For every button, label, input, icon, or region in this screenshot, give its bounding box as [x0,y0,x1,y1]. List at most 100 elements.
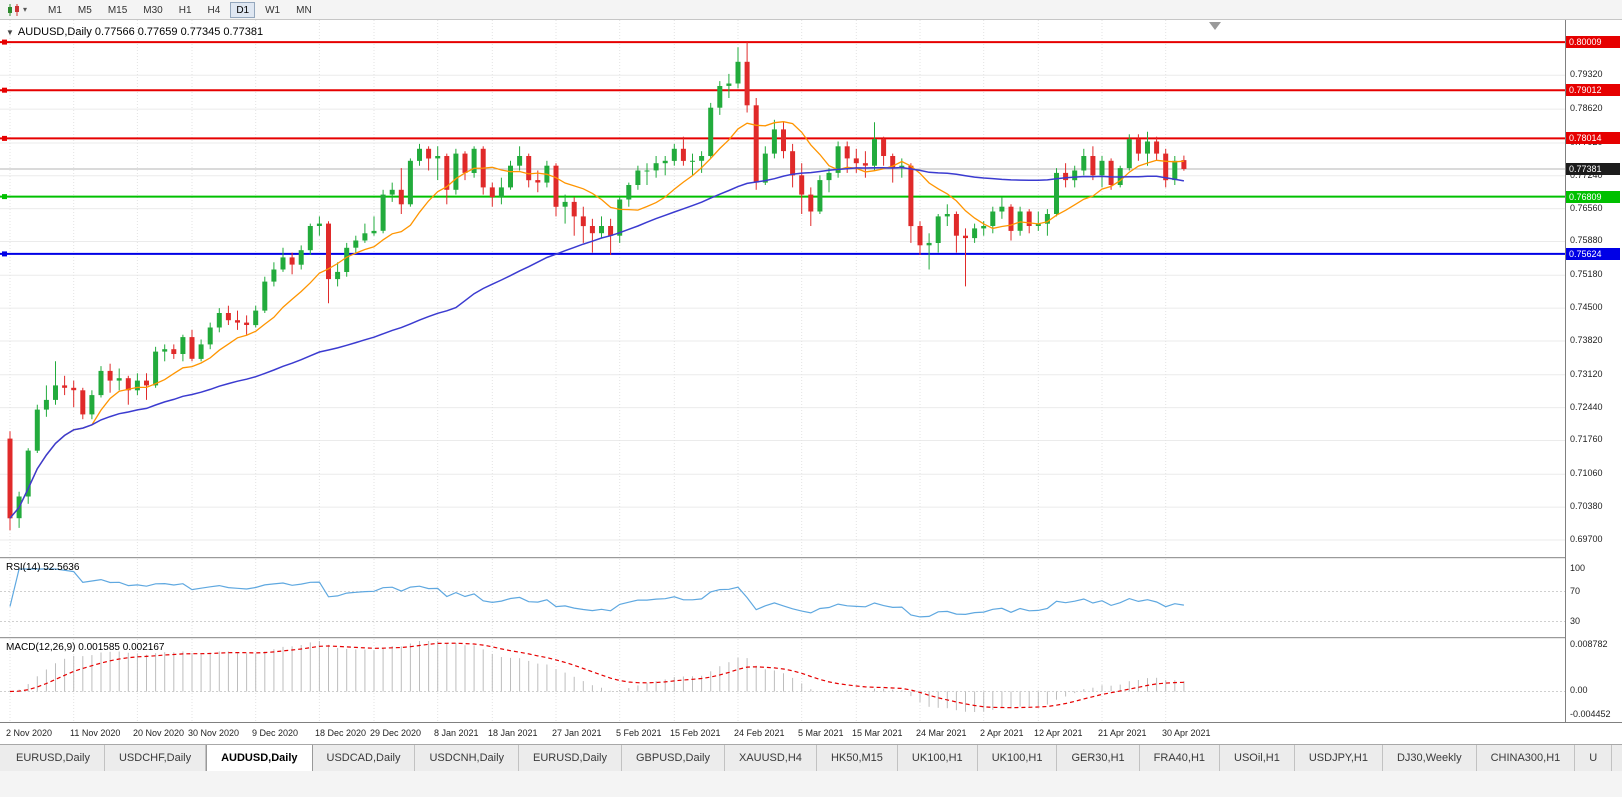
chart-tab-hk50-m15[interactable]: HK50,M15 [817,745,898,771]
date-axis-label: 12 Apr 2021 [1034,728,1083,738]
date-axis-label: 24 Mar 2021 [916,728,967,738]
date-axis-label: 5 Mar 2021 [798,728,844,738]
ma-slow-line [9,166,1185,519]
date-axis-label: 18 Dec 2020 [315,728,367,738]
price-axis-label: 0.69700 [1570,534,1603,544]
chart-tab-eurusd-daily[interactable]: EURUSD,Daily [519,745,622,771]
chart-tabs-bar: EURUSD,Daily USDCHF,Daily AUDUSD,Daily USDC… [0,744,1622,771]
macd-axis-label: -0.004452 [1570,709,1611,719]
level-price-badge: 0.75624 [1566,248,1620,260]
chart-tab-u[interactable]: U [1575,745,1613,771]
chart-tab-usdchf-daily[interactable]: USDCHF,Daily [105,745,207,771]
macd-axis-label: 0.008782 [1570,639,1608,649]
date-axis-label: 15 Feb 2021 [670,728,721,738]
rsi-axis-label: 100 [1570,563,1586,573]
rsi-label: RSI(14) 52.5636 [6,562,80,573]
date-axis-label: 20 Nov 2020 [133,728,185,738]
main-grid-layer [0,20,1565,557]
rsi-axis-label: 70 [1570,586,1581,596]
timeframe-button-h1[interactable]: H1 [178,4,192,16]
price-axis-label: 0.78620 [1570,103,1603,113]
timeframe-button-m15[interactable]: M15 [107,4,128,16]
chart-shift-marker[interactable] [1209,22,1221,30]
macd-chart[interactable] [0,639,1565,722]
price-axis-label: 0.71760 [1570,434,1603,444]
price-axis-label: 0.76560 [1570,203,1603,213]
macd-signal-line [9,642,1184,709]
date-axis-label: 24 Feb 2021 [734,728,785,738]
timeframe-button-m30[interactable]: M30 [143,4,163,16]
price-axis-label: 0.75880 [1570,235,1603,245]
date-axis-label: 11 Nov 2020 [70,728,121,738]
chart-tab-xauusd-h4[interactable]: XAUUSD,H4 [725,745,817,771]
timeframe-button-h4[interactable]: H4 [207,4,221,16]
date-axis-label: 29 Dec 2020 [370,728,422,738]
chart-ohlc-header: ▼ AUDUSD,Daily 0.77566 0.77659 0.77345 0… [6,26,263,38]
chart-tab-dj30-weekly[interactable]: DJ30,Weekly [1383,745,1477,771]
chart-tab-eurusd-daily[interactable]: EURUSD,Daily [2,745,105,771]
price-axis-label: 0.73820 [1570,335,1603,345]
level-price-badge: 0.80009 [1566,36,1620,48]
chevron-down-icon: ▾ [23,5,28,14]
time-axis[interactable]: 2 Nov 2020 11 Nov 2020 20 Nov 2020 30 Nov 2… [0,722,1622,744]
chart-tab-usdcnh-daily[interactable]: USDCNH,Daily [415,745,520,771]
chart-tab-uk100-h1[interactable]: UK100,H1 [978,745,1058,771]
date-axis-label: 2 Nov 2020 [6,728,53,738]
price-axis[interactable]: 0.793200.786200.779200.772400.765600.758… [1565,20,1622,722]
date-axis-label: 27 Jan 2021 [552,728,602,738]
timeframe-toolbar: ▾ M1 M5 M15 M30 H1 H4 D1 W1 MN [0,0,1622,20]
chart-tab-ger30-h1[interactable]: GER30,H1 [1057,745,1140,771]
level-price-badge: 0.79012 [1566,84,1620,96]
date-axis-label: 2 Apr 2021 [980,728,1024,738]
rsi-grid-layer [0,559,1565,637]
candlestick-chart-icon [8,3,19,16]
price-axis-label: 0.71060 [1570,468,1603,478]
level-price-badge: 0.76809 [1566,191,1620,203]
timeframe-buttons: M1 M5 M15 M30 H1 H4 D1 W1 MN [40,1,320,18]
macd-histogram-layer [18,641,1185,712]
date-axis-label: 9 Dec 2020 [252,728,299,738]
timeframe-button-m1[interactable]: M1 [48,4,62,16]
level-price-badge: 0.78014 [1566,132,1620,144]
date-axis-label: 30 Apr 2021 [1162,728,1211,738]
price-axis-label: 0.73120 [1570,369,1603,379]
bottom-strip [0,771,1622,797]
timeframe-button-d1[interactable]: D1 [230,1,256,18]
pane-separator-macd[interactable] [0,637,1622,639]
chart-tab-uk100-h1[interactable]: UK100,H1 [898,745,978,771]
timeframe-button-w1[interactable]: W1 [265,4,281,16]
pane-separator-rsi[interactable] [0,557,1622,559]
macd-label: MACD(12,26,9) 0.001585 0.002167 [6,642,165,653]
date-axis-label: 15 Mar 2021 [852,728,903,738]
price-axis-label: 0.72440 [1570,402,1603,412]
ma-fast-line [9,121,1184,519]
symbol-ohlc-text: AUDUSD,Daily 0.77566 0.77659 0.77345 0.7… [17,26,264,38]
date-axis-label: 21 Apr 2021 [1098,728,1147,738]
macd-grid-layer [0,639,1565,722]
timeframe-button-mn[interactable]: MN [296,4,312,16]
date-axis-label: 30 Nov 2020 [188,728,240,738]
chart-type-button[interactable]: ▾ [4,2,34,18]
chart-tab-audusd-daily[interactable]: AUDUSD,Daily [206,745,313,771]
current-price-badge: 0.77381 [1566,163,1620,175]
chart-tab-china300-h1[interactable]: CHINA300,H1 [1477,745,1576,771]
timeframe-button-m5[interactable]: M5 [77,4,92,16]
rsi-axis-label: 30 [1570,616,1581,626]
chart-tab-fra40-h1[interactable]: FRA40,H1 [1140,745,1221,771]
macd-axis-label: 0.00 [1570,685,1588,695]
date-axis-label: 5 Feb 2021 [616,728,662,738]
price-axis-label: 0.75180 [1570,269,1603,279]
chart-tab-usoil-h1[interactable]: USOil,H1 [1220,745,1295,771]
chart-tab-usdjpy-h1[interactable]: USDJPY,H1 [1295,745,1383,771]
date-axis-label: 18 Jan 2021 [488,728,538,738]
date-axis-label: 8 Jan 2021 [434,728,479,738]
collapse-arrow-icon[interactable]: ▼ [6,27,14,37]
price-axis-label: 0.77240 [1570,170,1603,180]
price-axis-label: 0.79320 [1570,69,1603,79]
price-axis-label: 0.74500 [1570,302,1603,312]
price-chart[interactable] [0,20,1565,557]
chart-tab-usdcad-daily[interactable]: USDCAD,Daily [313,745,416,771]
rsi-chart[interactable] [0,559,1565,637]
chart-tab-gbpusd-daily[interactable]: GBPUSD,Daily [622,745,725,771]
